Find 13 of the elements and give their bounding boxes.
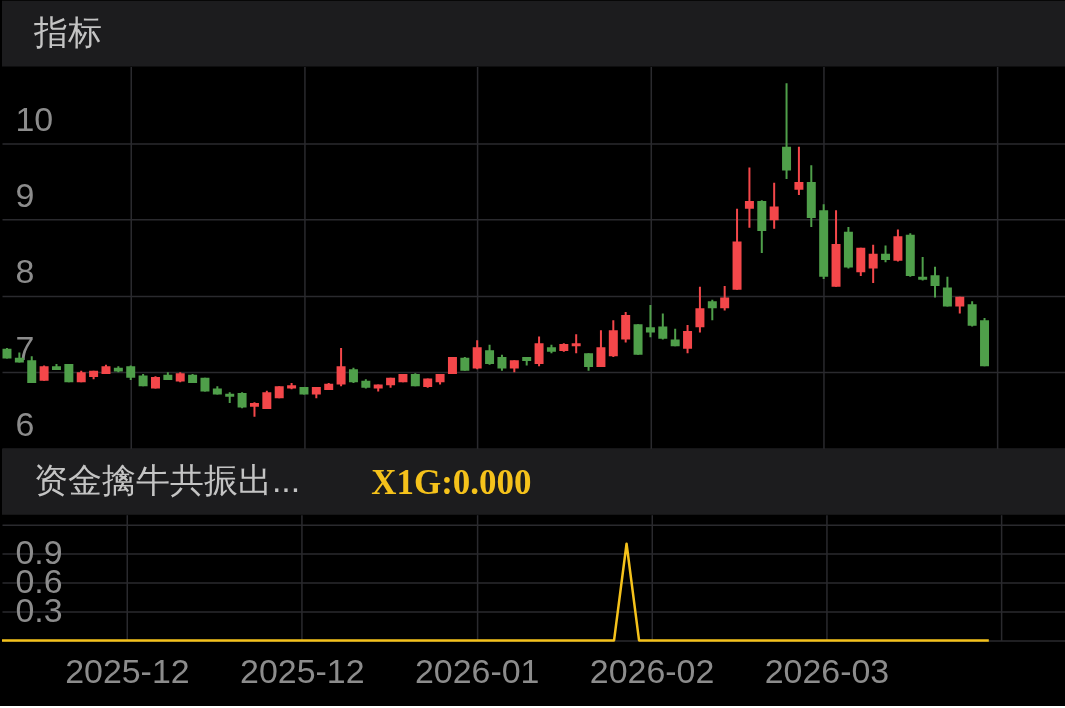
x-tick-label: 2025-12: [240, 651, 365, 690]
chart-title: 指标: [32, 12, 102, 51]
y-tick-label: 10: [15, 99, 54, 138]
x-tick-label: 2026-02: [589, 651, 715, 690]
x-tick-label: 2026-01: [414, 651, 540, 690]
y-tick-label: 6: [15, 405, 35, 444]
x-tick-label: 2025-12: [65, 651, 190, 690]
y-tick-label: 8: [15, 252, 35, 291]
text: X1G:0.000: [371, 462, 532, 502]
y-tick-label: 9: [15, 175, 35, 214]
y-tick-label: 7: [15, 328, 35, 367]
x-tick-label: 2026-03: [764, 651, 890, 690]
chart-title: 资金擒牛共振出...: [33, 460, 301, 499]
